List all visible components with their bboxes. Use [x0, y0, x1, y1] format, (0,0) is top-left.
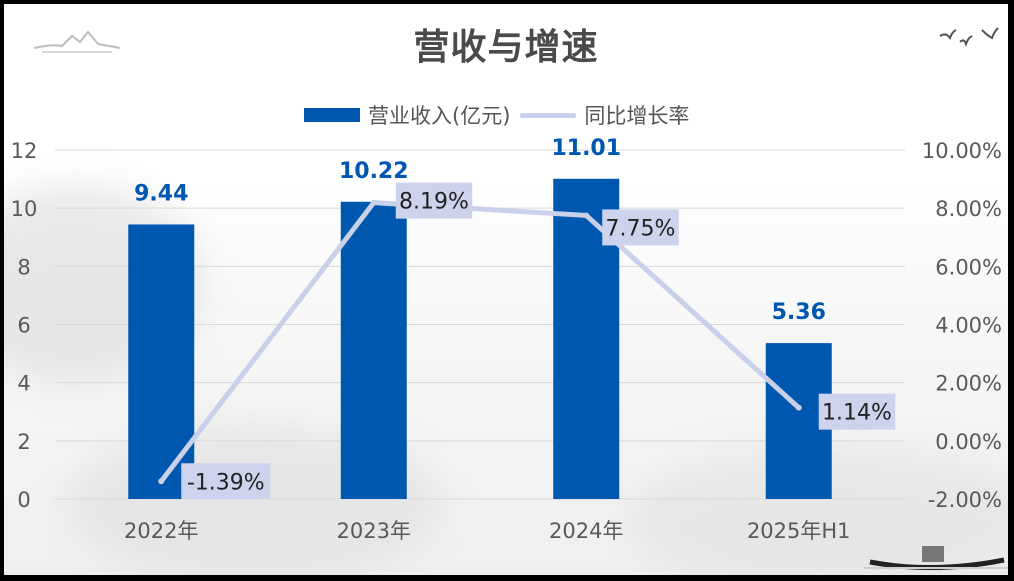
y-right-tick-label: -2.00% [928, 488, 1002, 512]
y-left-tick-label: 4 [17, 372, 30, 396]
y-left-tick-label: 0 [17, 488, 30, 512]
bar [128, 224, 195, 499]
boat-decoration-icon [864, 546, 1008, 570]
y-right-tick-label: 4.00% [935, 314, 1002, 338]
bar-data-label: 11.01 [551, 136, 621, 161]
y-left-tick-label: 6 [17, 314, 30, 338]
growth-rate-label: 7.75% [606, 216, 676, 241]
x-tick-label: 2023年 [337, 519, 411, 543]
y-left-tick-label: 2 [17, 430, 30, 454]
y-right-tick-label: 0.00% [935, 430, 1002, 454]
growth-rate-label: 1.14% [822, 401, 892, 426]
x-tick-label: 2022年 [124, 519, 198, 543]
bar-data-label: 10.22 [339, 159, 409, 184]
y-left-tick-label: 10 [11, 197, 38, 221]
x-tick-label: 2025年H1 [747, 519, 851, 543]
y-right-tick-label: 6.00% [935, 255, 1002, 279]
mountain-decoration-icon [33, 30, 121, 53]
y-right-tick-label: 8.00% [935, 197, 1002, 221]
x-tick-label: 2024年 [549, 519, 623, 543]
growth-rate-label-box [181, 463, 271, 500]
growth-rate-label-box [395, 182, 473, 219]
growth-rate-line [158, 200, 802, 484]
growth-rate-point [370, 199, 377, 206]
y-right-tick-label: 10.00% [922, 139, 1002, 163]
bar [340, 201, 407, 500]
growth-rate-label-box [818, 393, 896, 430]
y-left-tick-label: 12 [11, 139, 38, 163]
growth-rate-point [158, 478, 165, 485]
legend-bar-swatch [304, 108, 360, 122]
growth-rate-point [583, 212, 590, 219]
legend-line-swatch [520, 112, 577, 118]
birds-decoration-icon [939, 27, 999, 48]
y-right-tick-label: 2.00% [935, 372, 1002, 396]
growth-rate-label-box [602, 209, 679, 246]
growth-rate-label: 8.19% [399, 190, 469, 215]
bar-data-label: 5.36 [772, 300, 826, 325]
growth-rate-point [795, 404, 802, 411]
y-left-tick-label: 8 [17, 255, 30, 279]
chart-legend: 营业收入(亿元) 同比增长率 [304, 100, 689, 130]
chart-title: 营收与增速 [413, 27, 599, 68]
growth-rate-label: -1.39% [187, 470, 265, 495]
legend-line-label: 同比增长率 [584, 104, 690, 128]
bar-data-label: 9.44 [134, 181, 188, 206]
legend-bar-label: 营业收入(亿元) [368, 104, 511, 128]
